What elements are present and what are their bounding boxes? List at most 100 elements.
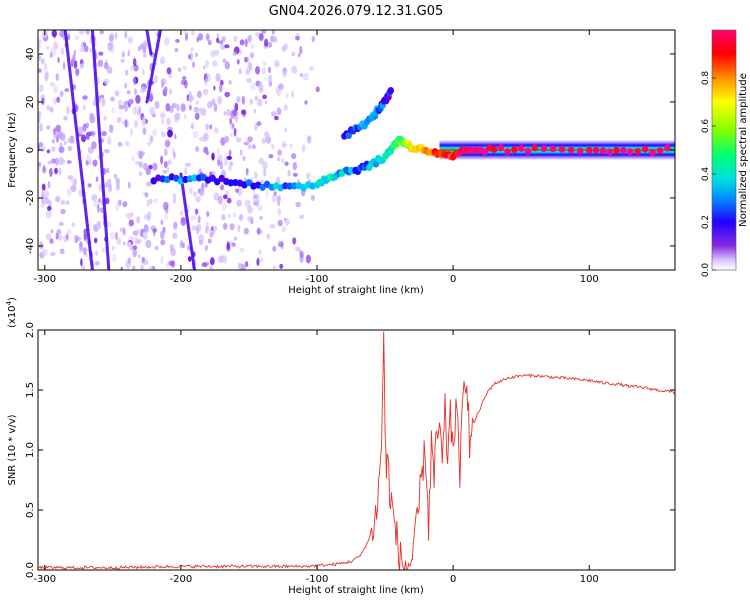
- snr-frame: [37, 329, 676, 571]
- noise-speck: [270, 111, 277, 117]
- noise-speck: [67, 175, 74, 180]
- noise-speck: [42, 249, 45, 255]
- noise-speck: [233, 127, 237, 137]
- noise-speck: [267, 41, 273, 48]
- noise-speck: [51, 138, 55, 144]
- noise-speck: [222, 203, 227, 211]
- noise-speck: [54, 167, 58, 175]
- x-tick-label: 0: [450, 274, 456, 285]
- noise-speck: [135, 94, 141, 104]
- noise-speck: [165, 261, 170, 269]
- noise-speck: [110, 231, 115, 240]
- ridge-point: [558, 145, 566, 153]
- noise-speck: [81, 125, 87, 132]
- noise-speck: [201, 262, 208, 268]
- noise-speck: [247, 200, 251, 205]
- noise-speck: [110, 96, 115, 102]
- streak-mark: [90, 30, 111, 270]
- noise-speck: [248, 144, 252, 150]
- noise-speck: [132, 245, 138, 250]
- ridge-point: [606, 148, 613, 156]
- colorbar-tick-label: 0.4: [701, 167, 711, 182]
- noise-speck: [273, 191, 277, 196]
- noise-speck: [166, 159, 172, 166]
- noise-speck: [291, 51, 296, 57]
- noise-speck: [160, 131, 166, 138]
- noise-speck: [132, 76, 137, 86]
- ridge-point: [586, 146, 593, 154]
- noise-speck: [233, 212, 236, 218]
- noise-speck: [149, 135, 154, 144]
- noise-speck: [131, 155, 135, 162]
- noise-speck: [274, 115, 279, 121]
- noise-speck: [152, 198, 158, 203]
- ridge-point: [497, 144, 504, 152]
- noise-speck: [214, 127, 219, 134]
- noise-speck: [104, 197, 110, 205]
- noise-speck: [42, 166, 47, 174]
- noise-speck: [254, 171, 258, 180]
- noise-speck: [267, 66, 272, 74]
- noise-speck: [58, 167, 62, 176]
- snr-y-ticks: 0.0 0.5 1.0 1.5 2.0: [25, 322, 675, 578]
- snr-y-axis-label: SNR (10 * v/v): [7, 414, 18, 485]
- ridge-point: [626, 148, 634, 156]
- noise-speck: [39, 84, 44, 93]
- noise-speck: [264, 38, 269, 47]
- noise-speck: [62, 61, 66, 70]
- noise-speck: [195, 196, 202, 203]
- noise-speck: [231, 123, 235, 129]
- noise-speck: [117, 99, 123, 107]
- noise-speck: [176, 104, 180, 112]
- noise-speck: [111, 106, 115, 114]
- noise-speck: [113, 173, 118, 179]
- noise-speck: [281, 46, 287, 52]
- noise-speck: [271, 143, 275, 150]
- noise-speck: [248, 137, 252, 144]
- noise-speck: [115, 203, 120, 212]
- noise-speck: [141, 115, 146, 125]
- noise-speck: [94, 237, 98, 244]
- noise-speck: [302, 72, 309, 81]
- noise-speck: [269, 224, 276, 229]
- noise-speck: [142, 231, 148, 240]
- noise-speck: [295, 246, 301, 252]
- noise-speck: [88, 158, 92, 166]
- noise-speck: [261, 67, 266, 75]
- noise-speck: [203, 146, 209, 154]
- noise-speck: [257, 204, 263, 212]
- noise-speck: [271, 30, 275, 35]
- noise-speck: [154, 245, 159, 251]
- noise-speck: [224, 61, 230, 70]
- noise-speck: [146, 199, 150, 208]
- noise-speck: [164, 148, 168, 156]
- noise-speck: [249, 62, 253, 71]
- y-tick-label: 40: [25, 48, 36, 61]
- figure-title: GN04.2026.079.12.31.G05: [269, 4, 444, 19]
- noise-speck: [242, 155, 246, 162]
- spectrogram-x-ticks: -300 -200 -100 0 100: [33, 30, 599, 285]
- snr-panel: -300 -200 -100 0 100 0.0 0.5 1.0 1.5 2.0 Height …: [5, 297, 676, 596]
- noise-speck: [229, 132, 234, 137]
- noise-speck: [217, 195, 223, 205]
- noise-speck: [136, 229, 140, 235]
- noise-speck: [132, 248, 137, 258]
- noise-speck: [236, 58, 240, 65]
- noise-speck: [67, 33, 71, 40]
- noise-speck: [53, 97, 57, 105]
- noise-speck: [259, 257, 264, 262]
- noise-speck: [89, 47, 93, 53]
- noise-speck: [192, 61, 195, 68]
- noise-speck: [47, 160, 53, 165]
- noise-speck: [95, 176, 99, 182]
- noise-speck: [50, 47, 57, 57]
- noise-speck: [272, 245, 277, 252]
- noise-speck: [277, 149, 282, 156]
- ridge-point: [214, 178, 221, 186]
- noise-speck: [81, 265, 85, 270]
- noise-speck: [191, 225, 197, 231]
- noise-speck: [241, 95, 245, 105]
- noise-speck: [263, 168, 267, 177]
- noise-speck: [41, 183, 46, 191]
